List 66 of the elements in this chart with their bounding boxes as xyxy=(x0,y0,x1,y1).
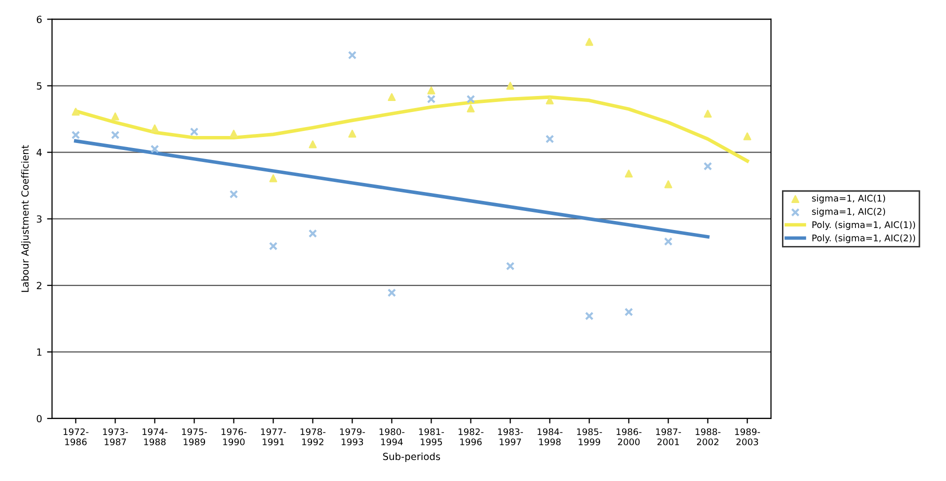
x-tick-label: 1987- 2001 xyxy=(656,428,681,446)
y-tick-label: 2 xyxy=(36,282,42,290)
x-tick-label: 1972- 1986 xyxy=(64,428,88,446)
y-tick-label: 5 xyxy=(36,82,42,90)
point xyxy=(427,86,436,94)
y-tick-label: 6 xyxy=(36,16,42,24)
point xyxy=(743,132,752,140)
point xyxy=(545,134,554,144)
y-tick-label: 1 xyxy=(37,348,42,356)
point xyxy=(624,308,634,316)
point xyxy=(150,124,159,132)
x-tick-label: 1973- 1987 xyxy=(103,428,128,446)
x-tick-label: 1974- 1988 xyxy=(142,428,168,446)
x-tick-label: 1978- 1992 xyxy=(300,428,326,446)
point xyxy=(584,312,594,320)
point xyxy=(348,130,356,138)
line-series xyxy=(74,139,710,239)
x-tick-label: 1984- 1998 xyxy=(538,428,562,446)
point xyxy=(624,170,633,178)
legend-label: Poly. (sigma=1, AIC(2)) xyxy=(812,234,916,244)
x-tick-label: 1979- 1993 xyxy=(340,428,365,446)
point xyxy=(72,108,80,116)
x-tick-label: 1985- 1999 xyxy=(577,428,602,446)
x-tick-label: 1980- 1994 xyxy=(380,428,404,446)
point xyxy=(71,130,80,140)
x-tick-label: 1975- 1989 xyxy=(182,428,207,446)
point xyxy=(506,262,515,270)
point xyxy=(308,229,318,238)
legend-label: sigma=1, AIC(2) xyxy=(812,208,886,217)
x-tick-label: 1977- 1991 xyxy=(261,428,286,446)
y-tick-label: 4 xyxy=(36,148,42,156)
y-axis-title: Labour Adjustment Coefficient xyxy=(21,145,31,292)
x-tick-label: 1989- 2003 xyxy=(735,428,760,446)
point xyxy=(308,140,317,148)
x-tick-label: 1983- 1997 xyxy=(498,428,523,446)
legend-label: sigma=1, AIC(1) xyxy=(812,194,886,204)
point xyxy=(190,127,199,136)
point xyxy=(506,82,514,90)
y-tick-label: 3 xyxy=(36,215,42,223)
legend-label: Poly. (sigma=1, AIC(1)) xyxy=(812,221,916,230)
point xyxy=(229,190,238,199)
point xyxy=(268,242,278,250)
x-tick-label: 1976- 1990 xyxy=(222,428,246,446)
y-tick-label: 0 xyxy=(36,414,42,422)
point xyxy=(546,96,554,104)
point xyxy=(387,288,396,298)
point xyxy=(230,130,238,138)
x-tick-label: 1981- 1995 xyxy=(419,428,444,446)
point xyxy=(664,237,673,246)
x-tick-label: 1988- 2002 xyxy=(696,428,720,446)
point xyxy=(703,162,712,171)
point xyxy=(388,93,396,102)
point xyxy=(110,130,120,140)
point xyxy=(466,94,476,104)
point xyxy=(426,94,436,104)
point xyxy=(704,110,712,118)
point xyxy=(585,38,594,46)
point xyxy=(348,50,357,60)
x-tick-label: 1986- 2000 xyxy=(616,428,642,446)
point xyxy=(466,104,475,112)
point xyxy=(664,180,672,188)
point xyxy=(269,174,278,182)
x-tick-label: 1982- 1996 xyxy=(458,428,484,446)
x-axis-title: Sub-periods xyxy=(383,452,440,462)
point xyxy=(150,144,160,154)
point xyxy=(111,112,120,120)
